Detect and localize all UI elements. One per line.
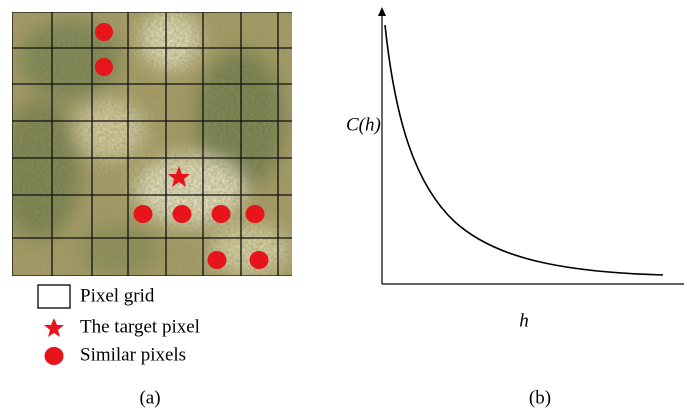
legend-label: Pixel grid bbox=[80, 285, 155, 306]
aerial-image bbox=[12, 12, 292, 276]
caption: (b) bbox=[529, 387, 551, 408]
pixel-grid bbox=[12, 12, 292, 276]
x-axis-label: h bbox=[519, 310, 529, 331]
legend-grid-icon bbox=[37, 284, 71, 309]
caption: (a) bbox=[139, 387, 160, 408]
decay-curve bbox=[384, 24, 664, 276]
legend-star-icon bbox=[44, 318, 64, 337]
y-axis-arrow bbox=[378, 7, 386, 16]
legend-label: Similar pixels bbox=[80, 344, 186, 365]
legend-dot-icon bbox=[44, 347, 64, 365]
legend-label: The target pixel bbox=[80, 316, 200, 337]
target-pixel-marker bbox=[168, 166, 190, 187]
similar-pixel-markers bbox=[95, 23, 269, 269]
y-axis-label: C(h) bbox=[346, 114, 381, 135]
